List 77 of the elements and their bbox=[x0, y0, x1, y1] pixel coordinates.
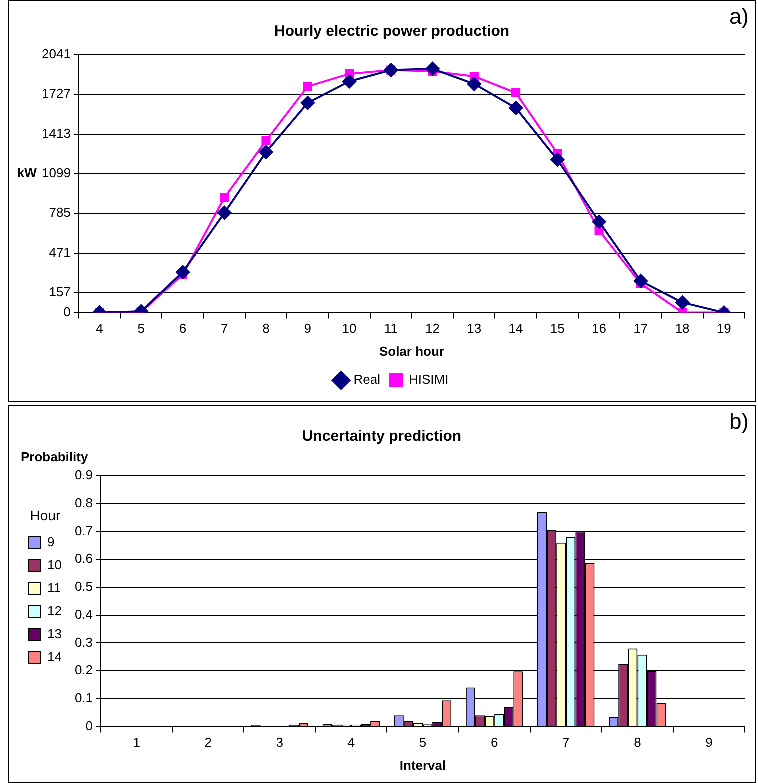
legend-label: 13 bbox=[48, 626, 62, 642]
y-axis-title: kW bbox=[17, 165, 38, 180]
point bbox=[467, 77, 482, 92]
legend-label: Real bbox=[354, 372, 381, 388]
x-tick-label: 11 bbox=[384, 321, 398, 336]
x-tick-label: 4 bbox=[96, 321, 104, 336]
legend-label: 10 bbox=[48, 557, 62, 572]
y-tick-label: 1413 bbox=[42, 126, 71, 141]
y-tick-label: 1727 bbox=[42, 86, 71, 102]
x-tick-label: 3 bbox=[276, 735, 284, 750]
text: a) bbox=[729, 4, 749, 30]
y-tick-label: 0.9 bbox=[74, 468, 94, 483]
point bbox=[384, 63, 398, 78]
y-tick-label: 0.7 bbox=[74, 523, 94, 538]
x-tick-label: 4 bbox=[348, 735, 356, 750]
y-tick-label: 2041 bbox=[42, 46, 71, 62]
point bbox=[220, 193, 230, 202]
y-tick-label: 0.4 bbox=[74, 606, 94, 622]
y-tick-label: 0.1 bbox=[74, 690, 94, 706]
x-tick-label: 9 bbox=[706, 735, 713, 750]
x-tick-label: 7 bbox=[562, 735, 570, 750]
x-tick-label: 19 bbox=[716, 321, 732, 336]
point bbox=[300, 96, 315, 110]
y-tick-label: 157 bbox=[49, 284, 71, 300]
x-tick-label: 8 bbox=[634, 735, 642, 750]
legend-label: 14 bbox=[48, 649, 62, 664]
chart-title: Hourly electric power production bbox=[274, 23, 510, 40]
legend-label: 11 bbox=[48, 580, 61, 596]
x-tick-label: 18 bbox=[675, 321, 690, 336]
x-tick-label: 12 bbox=[426, 321, 440, 336]
x-axis-title: Interval bbox=[400, 758, 446, 773]
legend-label: 9 bbox=[48, 534, 55, 550]
y-axis-title: Probability bbox=[21, 450, 89, 465]
x-tick-label: 6 bbox=[490, 735, 498, 750]
legend-label: 12 bbox=[48, 603, 62, 618]
point bbox=[218, 206, 232, 220]
x-tick-label: 7 bbox=[221, 321, 228, 336]
x-axis-title: Solar hour bbox=[379, 344, 444, 359]
text: b) bbox=[729, 409, 749, 434]
x-tick-label: 10 bbox=[342, 321, 357, 336]
x-tick-label: 1 bbox=[133, 735, 140, 750]
y-tick-label: 0 bbox=[86, 718, 94, 734]
point bbox=[342, 74, 357, 89]
point bbox=[592, 214, 606, 229]
y-tick-label: 0.2 bbox=[74, 662, 94, 678]
y-tick-label: 1099 bbox=[42, 166, 71, 181]
point bbox=[426, 62, 440, 76]
x-tick-label: 6 bbox=[179, 321, 187, 336]
x-tick-label: 5 bbox=[419, 735, 427, 750]
chart-title: Uncertainty prediction bbox=[302, 428, 462, 446]
x-tick-label: 2 bbox=[204, 735, 212, 750]
point bbox=[550, 152, 565, 167]
y-tick-label: 0.5 bbox=[74, 579, 94, 594]
legend-label: HISIMI bbox=[409, 372, 449, 388]
point bbox=[634, 274, 648, 288]
y-tick-label: 0 bbox=[64, 304, 71, 320]
x-tick-label: 16 bbox=[592, 321, 607, 336]
x-tick-label: 15 bbox=[550, 321, 565, 336]
point bbox=[509, 101, 524, 116]
y-tick-label: 0.6 bbox=[74, 551, 94, 566]
point bbox=[512, 88, 521, 98]
point bbox=[262, 136, 271, 146]
legend-title: Hour bbox=[30, 507, 61, 524]
point bbox=[259, 145, 274, 160]
point bbox=[176, 265, 190, 280]
x-tick-label: 8 bbox=[262, 321, 270, 336]
point bbox=[303, 82, 312, 92]
y-tick-label: 471 bbox=[49, 244, 71, 260]
point bbox=[676, 296, 690, 310]
y-tick-label: 785 bbox=[49, 205, 71, 220]
x-tick-label: 14 bbox=[508, 321, 524, 336]
y-tick-label: 0.8 bbox=[74, 495, 94, 510]
x-tick-label: 5 bbox=[138, 321, 145, 336]
x-tick-label: 17 bbox=[634, 321, 648, 336]
y-tick-label: 0.3 bbox=[74, 634, 94, 650]
x-tick-label: 13 bbox=[467, 321, 482, 336]
x-tick-label: 9 bbox=[304, 321, 312, 336]
